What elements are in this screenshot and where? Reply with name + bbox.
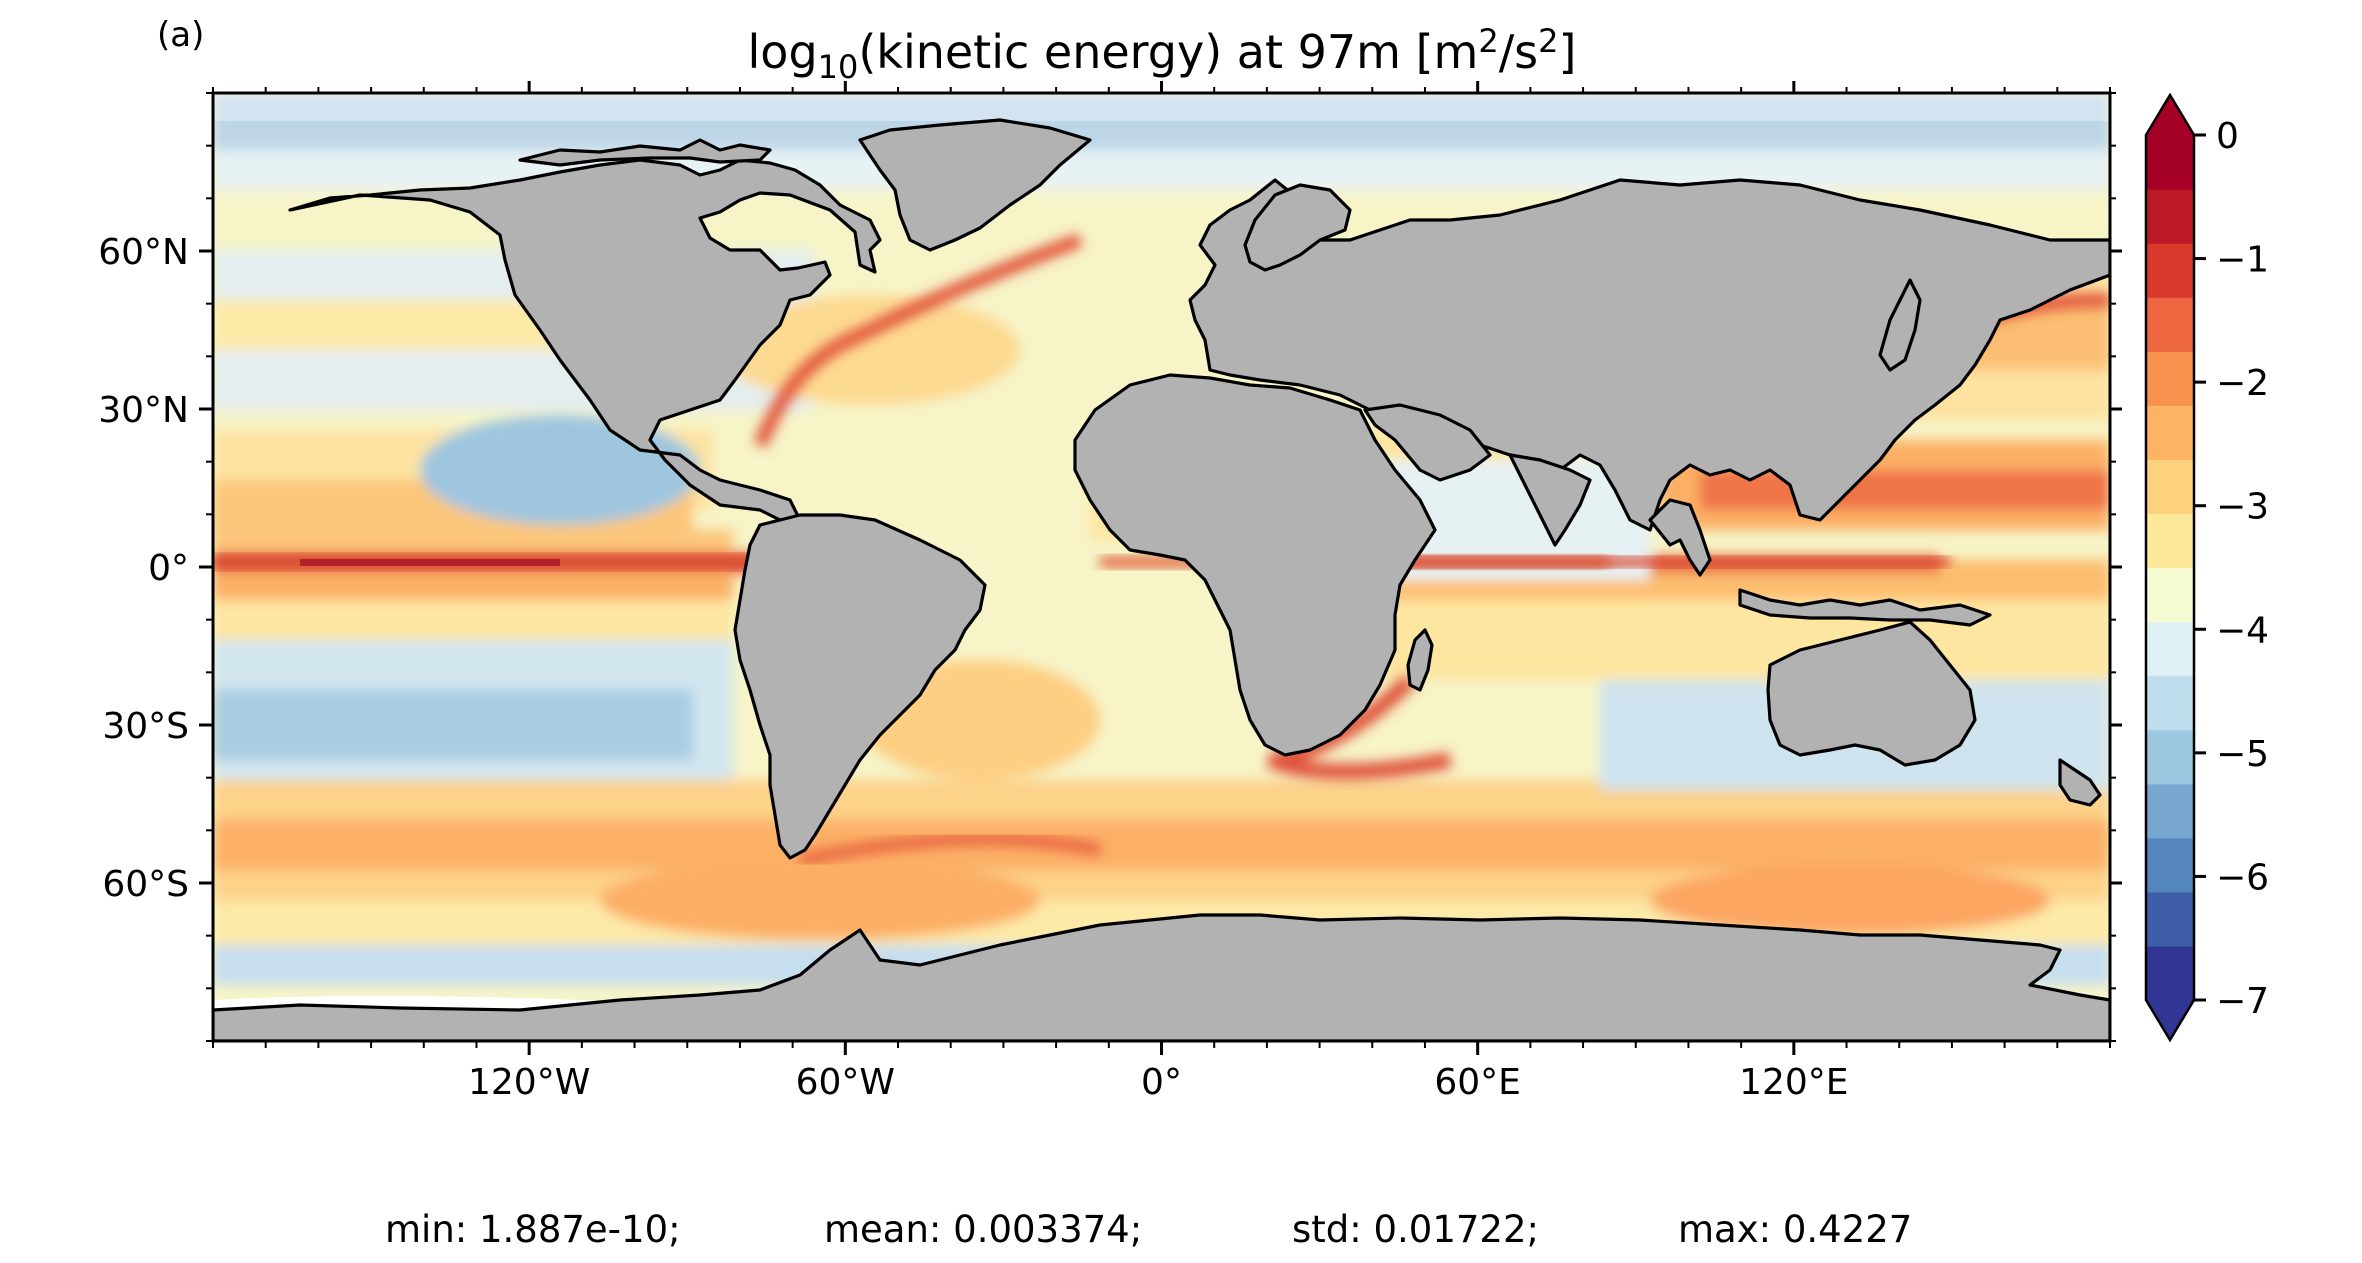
- map-frame: 120°W 60°W 0° 60°E 120°E 60°N 30°N 0° 30°S 60°S: [98, 81, 2122, 1103]
- lon-tick-label: 60°E: [1434, 1062, 1521, 1103]
- stat-min: min: 1.887e-10;: [385, 1208, 681, 1251]
- arabia: [1363, 403, 1492, 482]
- greenland: [858, 118, 1092, 252]
- japan: [1878, 278, 1922, 372]
- colorbar-extend-low: [2146, 1000, 2194, 1040]
- lat-tick-label: 60°N: [98, 232, 189, 273]
- lat-tick-label: 0°: [148, 548, 189, 589]
- colorbar-tick-label: −1: [2216, 240, 2269, 281]
- colorbar-block: [2146, 675, 2194, 731]
- colorbar-blocks: [2146, 95, 2194, 1040]
- colorbar-block: [2146, 891, 2194, 947]
- india: [1508, 453, 1592, 547]
- madagascar: [1406, 628, 1434, 692]
- colorbar-block: [2146, 351, 2194, 406]
- stat-std: std: 0.01722;: [1292, 1208, 1539, 1251]
- colorbar-tick-label: −7: [2216, 981, 2269, 1022]
- lat-tick-label: 30°N: [98, 390, 189, 431]
- stat-max: max: 0.4227: [1678, 1208, 1912, 1251]
- new-zealand: [2058, 758, 2102, 807]
- colorbar-block: [2146, 297, 2194, 352]
- colorbar-tick-label: −3: [2216, 487, 2269, 528]
- southeast-asia: [1648, 498, 1712, 577]
- colorbar-tick-label: −2: [2216, 363, 2269, 404]
- colorbar-block: [2146, 135, 2194, 190]
- colorbar-ticks: 0 −1 −2 −3 −4 −5 −6 −7: [2194, 116, 2269, 1022]
- colorbar-block: [2146, 567, 2194, 623]
- north-america: [288, 158, 882, 527]
- colorbar-block: [2146, 243, 2194, 298]
- stat-mean: mean: 0.003374;: [824, 1208, 1142, 1251]
- colorbar: 0 −1 −2 −3 −4 −5 −6 −7: [2144, 92, 2269, 1043]
- australia: [1766, 620, 1977, 767]
- colorbar-block: [2146, 405, 2194, 460]
- lon-tick-label: 60°W: [796, 1062, 895, 1103]
- map-title: log10(kinetic energy) at 97m [m2/s2]: [748, 22, 1577, 86]
- colorbar-block: [2146, 459, 2194, 515]
- colorbar-tick-label: −5: [2216, 734, 2269, 775]
- africa: [1073, 373, 1437, 757]
- lat-tick-label: 30°S: [102, 706, 189, 747]
- land-masses: [213, 118, 2110, 1041]
- colorbar-block: [2146, 837, 2194, 893]
- scandinavia: [1243, 183, 1352, 272]
- panel-label: (a): [157, 15, 204, 55]
- colorbar-block: [2146, 945, 2194, 1001]
- colorbar-tick-label: 0: [2216, 116, 2239, 157]
- colorbar-block: [2146, 189, 2194, 244]
- colorbar-block: [2146, 621, 2194, 677]
- canadian-archipelago: [518, 138, 772, 167]
- colorbar-tick-label: −6: [2216, 857, 2269, 898]
- lat-tick-label: 60°S: [102, 864, 189, 905]
- lon-tick-label: 120°W: [468, 1062, 590, 1103]
- colorbar-block: [2146, 783, 2194, 839]
- colorbar-extend-high: [2146, 95, 2194, 135]
- colorbar-tick-label: −4: [2216, 610, 2269, 651]
- summary-statistics: min: 1.887e-10; mean: 0.003374; std: 0.0…: [385, 1208, 1912, 1251]
- lon-tick-label: 120°E: [1739, 1062, 1848, 1103]
- lon-tick-label: 0°: [1141, 1062, 1182, 1103]
- south-america: [733, 513, 987, 860]
- minor-ticks: [206, 87, 2116, 1048]
- indonesia: [1738, 588, 1992, 627]
- colorbar-block: [2146, 729, 2194, 785]
- antarctica: [213, 913, 2110, 1041]
- colorbar-block: [2146, 513, 2194, 569]
